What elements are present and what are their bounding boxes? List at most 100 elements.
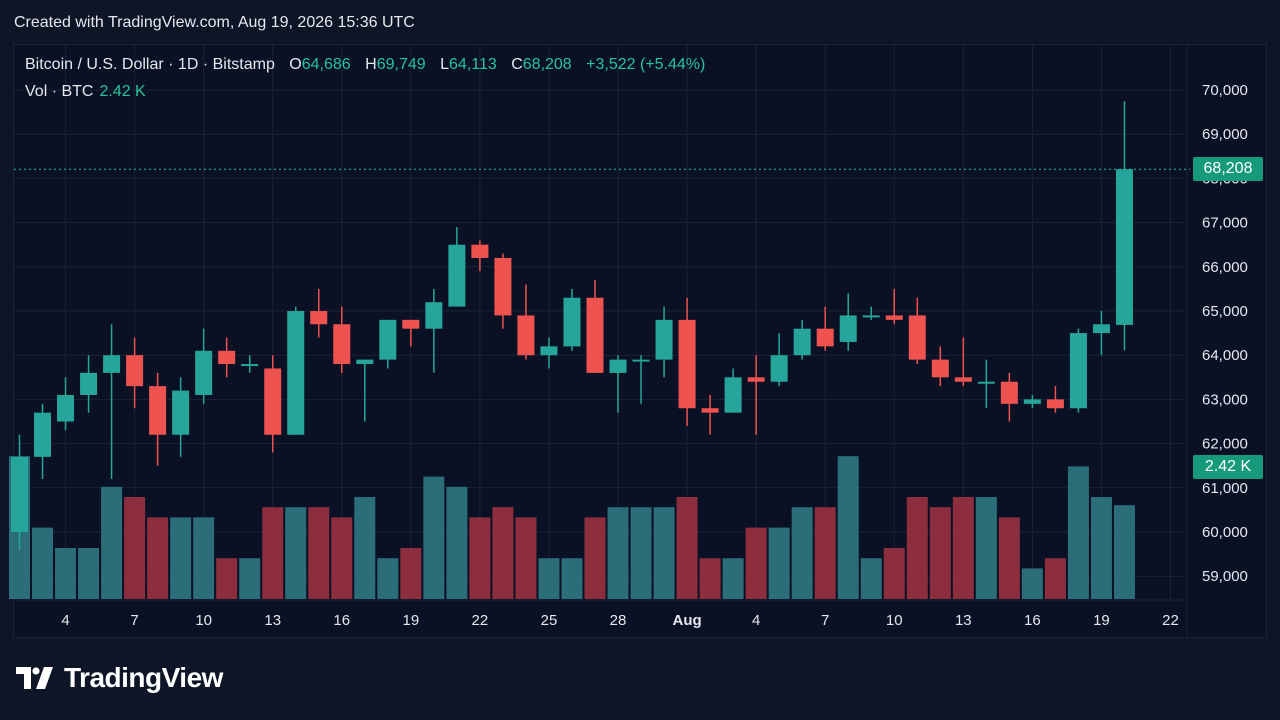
- volume-bar: [538, 558, 560, 599]
- candle-body: [172, 390, 190, 435]
- volume-bar: [216, 558, 238, 599]
- y-axis-tick-label: 67,000: [1202, 215, 1248, 232]
- candle-body: [11, 456, 28, 532]
- volume-bar: [722, 558, 744, 599]
- close-label: C: [511, 56, 523, 73]
- candle-body: [1000, 381, 1018, 404]
- candle-body: [885, 315, 903, 320]
- volume-bar: [1113, 505, 1135, 599]
- candle-body: [747, 377, 765, 382]
- y-axis-tick-label: 63,000: [1202, 391, 1248, 408]
- x-axis-tick-label: 22: [1162, 612, 1179, 629]
- y-axis-tick-label: 64,000: [1202, 347, 1248, 364]
- last-price-badge: 68,208: [1193, 157, 1263, 182]
- volume-bar: [630, 507, 652, 599]
- candle-body: [517, 315, 535, 356]
- x-axis-tick-label: 13: [955, 612, 972, 629]
- volume-label: Vol · BTC: [25, 83, 94, 100]
- x-axis-tick-label: 7: [821, 612, 829, 629]
- y-axis-tick-label: 59,000: [1202, 568, 1248, 585]
- candle-body: [1092, 324, 1110, 334]
- volume-bar: [768, 527, 790, 599]
- y-axis-tick-label: 69,000: [1202, 126, 1248, 143]
- candle-body: [126, 355, 144, 387]
- candle-body: [609, 359, 627, 373]
- candle-body: [931, 359, 949, 378]
- y-axis-tick-label: 70,000: [1202, 82, 1248, 99]
- candle-body: [356, 359, 374, 365]
- volume-bar: [1090, 497, 1112, 599]
- candle-body: [770, 355, 788, 382]
- x-axis-tick-label: 16: [1024, 612, 1041, 629]
- candle-body: [471, 244, 489, 258]
- tradingview-logo-icon: [16, 667, 53, 689]
- x-axis-tick-label: 10: [195, 612, 212, 629]
- x-axis-tick-label: 28: [610, 612, 627, 629]
- volume-bar: [308, 507, 330, 599]
- high-value: 69,749: [376, 56, 426, 73]
- candle-body: [34, 412, 52, 457]
- volume-bar: [1044, 558, 1066, 599]
- x-axis-tick-label: 4: [61, 612, 69, 629]
- volume-bar: [814, 507, 836, 599]
- volume-bar: [423, 476, 445, 599]
- candle-body: [241, 364, 259, 367]
- candle-body: [1046, 399, 1064, 409]
- volume-bar: [929, 507, 951, 599]
- chart-legend: Bitcoin / U.S. Dollar · 1D · Bitstamp O6…: [25, 56, 705, 74]
- volume-value: 2.42 K: [99, 83, 146, 100]
- change-value: +3,522 (+5.44%): [586, 56, 706, 73]
- volume-bar: [1067, 466, 1089, 599]
- candle-body: [333, 324, 351, 365]
- x-axis-tick-label: Aug: [672, 612, 701, 629]
- volume-bar: [193, 517, 215, 599]
- volume-bar: [906, 497, 928, 599]
- y-axis-tick-label: 62,000: [1202, 436, 1248, 453]
- candle-body: [103, 355, 121, 373]
- volume-bar: [515, 517, 537, 599]
- candle-body: [402, 319, 420, 329]
- volume-bar: [78, 548, 100, 599]
- volume-bar: [377, 558, 399, 599]
- created-with-text: Created with TradingView.com, Aug 19, 20…: [14, 14, 415, 31]
- volume-bar: [469, 517, 491, 599]
- low-label: L: [440, 56, 449, 73]
- candle-body: [264, 368, 282, 435]
- volume-bar: [883, 548, 905, 599]
- candle-body: [724, 377, 742, 413]
- volume-bar: [998, 517, 1020, 599]
- candle-body: [80, 372, 98, 395]
- candle-body: [862, 315, 880, 318]
- candle-body: [425, 302, 443, 329]
- candle-body: [563, 297, 581, 347]
- y-axis-tick-label: 60,000: [1202, 524, 1248, 541]
- volume-bar: [170, 517, 192, 599]
- volume-legend: Vol · BTC 2.42 K: [25, 83, 146, 101]
- volume-bar: [791, 507, 813, 599]
- candle-body: [655, 319, 673, 360]
- volume-bar: [124, 497, 146, 599]
- tradingview-logo[interactable]: TradingView: [16, 662, 223, 694]
- volume-bar: [975, 497, 997, 599]
- x-axis-tick-label: 19: [1093, 612, 1110, 629]
- volume-bar: [147, 517, 169, 599]
- candle-body: [448, 244, 466, 307]
- volume-bar: [32, 527, 54, 599]
- y-axis-tick-label: 66,000: [1202, 259, 1248, 276]
- volume-bar: [676, 497, 698, 599]
- candle-body: [908, 315, 926, 360]
- volume-bar: [837, 456, 859, 599]
- volume-bar: [101, 486, 123, 599]
- volume-bar: [584, 517, 606, 599]
- volume-bar: [699, 558, 721, 599]
- x-axis-tick-label: 7: [130, 612, 138, 629]
- volume-bar: [331, 517, 353, 599]
- candle-body: [1115, 169, 1133, 325]
- volume-bar: [55, 548, 77, 599]
- candle-body: [1023, 399, 1041, 404]
- volume-bar: [653, 507, 675, 599]
- x-axis-tick-label: 19: [402, 612, 419, 629]
- candle-body: [195, 350, 213, 395]
- volume-bar: [400, 548, 422, 599]
